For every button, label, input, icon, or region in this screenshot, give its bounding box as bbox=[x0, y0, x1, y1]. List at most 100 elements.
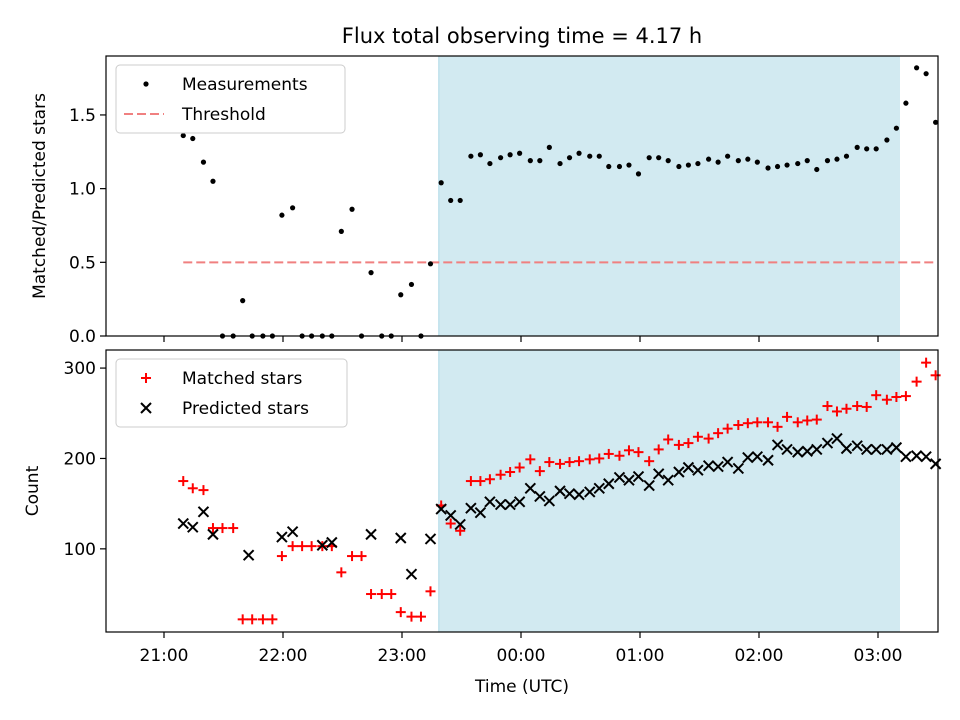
x-b bbox=[484, 496, 496, 508]
x-tick-label: 02:00 bbox=[735, 646, 784, 666]
matched-star-point bbox=[703, 433, 714, 444]
matched-star-point bbox=[406, 611, 417, 622]
x-b bbox=[554, 485, 566, 497]
x-b bbox=[513, 496, 526, 508]
measurement-point bbox=[457, 197, 463, 204]
matched-star-point bbox=[921, 357, 932, 368]
x-b bbox=[721, 456, 734, 468]
x-b bbox=[771, 439, 784, 451]
x-tick-label: 01:00 bbox=[616, 646, 665, 666]
y-tick-label: 1.5 bbox=[69, 106, 96, 126]
x-b bbox=[395, 532, 407, 544]
predicted-star-point bbox=[652, 468, 665, 480]
legend-box bbox=[115, 358, 348, 428]
matched-star-point bbox=[841, 403, 852, 414]
predicted-star-point bbox=[771, 439, 784, 451]
x-b bbox=[890, 441, 903, 454]
measurement-point bbox=[576, 150, 582, 156]
x-b bbox=[584, 486, 596, 498]
matched-star-point bbox=[287, 541, 298, 552]
x-tick-label: 23:00 bbox=[378, 646, 427, 666]
matched-star-point bbox=[534, 466, 545, 477]
measurement-point bbox=[507, 152, 513, 158]
predicted-star-point bbox=[851, 440, 863, 452]
legend-label: Matched stars bbox=[182, 369, 302, 389]
measurement-point bbox=[873, 146, 879, 152]
x-b bbox=[792, 446, 804, 458]
measurement-point bbox=[240, 298, 246, 304]
measurement-point bbox=[349, 206, 355, 212]
measurement-point bbox=[438, 180, 444, 186]
x-b bbox=[781, 443, 793, 456]
matched-star-point bbox=[465, 476, 476, 487]
predicted-star-point bbox=[454, 518, 466, 531]
matched-star-point bbox=[822, 401, 833, 412]
matched-star-point bbox=[356, 551, 367, 562]
matched-star-point bbox=[891, 392, 902, 402]
matched-star-point bbox=[395, 607, 406, 618]
matched-star-point bbox=[673, 439, 684, 450]
measurement-point bbox=[279, 212, 285, 218]
measurement-point bbox=[795, 160, 801, 167]
matched-star-point bbox=[187, 483, 198, 494]
matched-star-point bbox=[237, 614, 248, 625]
measurement-point bbox=[210, 178, 216, 184]
predicted-star-point bbox=[177, 517, 189, 530]
predicted-star-point bbox=[742, 451, 754, 464]
predicted-star-point bbox=[792, 446, 804, 458]
predicted-star-point bbox=[187, 521, 199, 533]
matched-star-point bbox=[733, 420, 744, 431]
x-b bbox=[920, 450, 932, 463]
predicted-star-point bbox=[881, 443, 893, 456]
measurement-point bbox=[923, 71, 929, 77]
matched-star-point bbox=[495, 469, 506, 480]
predicted-star-point bbox=[613, 471, 626, 484]
x-b bbox=[623, 474, 635, 486]
x-b bbox=[801, 445, 813, 457]
matched-star-point bbox=[633, 447, 644, 458]
measurement-point bbox=[784, 162, 790, 168]
predicted-star-point bbox=[494, 498, 507, 511]
measurement-point bbox=[864, 146, 870, 152]
measurement-point bbox=[706, 156, 712, 162]
predicted-star-point bbox=[465, 502, 477, 514]
matched-star-point bbox=[692, 431, 703, 442]
matched-star-point bbox=[614, 450, 625, 461]
predicted-star-point bbox=[673, 466, 685, 478]
predicted-star-point bbox=[207, 528, 219, 541]
measurement-point bbox=[427, 261, 434, 267]
y-tick-label: 300 bbox=[64, 359, 96, 379]
predicted-star-point bbox=[395, 532, 407, 544]
matched-star-point bbox=[484, 474, 495, 485]
x-b bbox=[811, 443, 823, 456]
y-tick-label: 0.5 bbox=[69, 253, 96, 273]
x-b bbox=[524, 482, 537, 494]
matched-star-point bbox=[752, 417, 763, 428]
predicted-star-point bbox=[840, 442, 853, 455]
measurement-point bbox=[546, 144, 552, 150]
x-b bbox=[613, 471, 626, 484]
x-b bbox=[187, 521, 199, 533]
x-b bbox=[840, 442, 853, 455]
x-b bbox=[424, 533, 437, 545]
matched-star-point bbox=[763, 417, 774, 428]
x-b bbox=[563, 488, 576, 500]
measurement-point bbox=[685, 162, 692, 168]
x-tick-label: 21:00 bbox=[140, 646, 189, 666]
measurement-point bbox=[566, 155, 573, 161]
measurement-point bbox=[665, 158, 671, 164]
x-b bbox=[242, 549, 255, 561]
legend-label: Threshold bbox=[181, 105, 266, 125]
matched-star-point bbox=[623, 445, 634, 456]
matched-star-point bbox=[276, 551, 287, 562]
chart-title: Flux total observing time = 4.17 h bbox=[342, 24, 702, 48]
measurement-point bbox=[368, 270, 374, 276]
predicted-star-point bbox=[504, 498, 516, 511]
x-b bbox=[543, 495, 556, 507]
matched-star-point bbox=[297, 541, 308, 552]
matched-star-point bbox=[713, 428, 724, 439]
predicted-star-point bbox=[424, 533, 437, 545]
axes-frame bbox=[105, 349, 939, 633]
measurement-point bbox=[893, 125, 900, 131]
matched-star-point bbox=[198, 485, 209, 496]
